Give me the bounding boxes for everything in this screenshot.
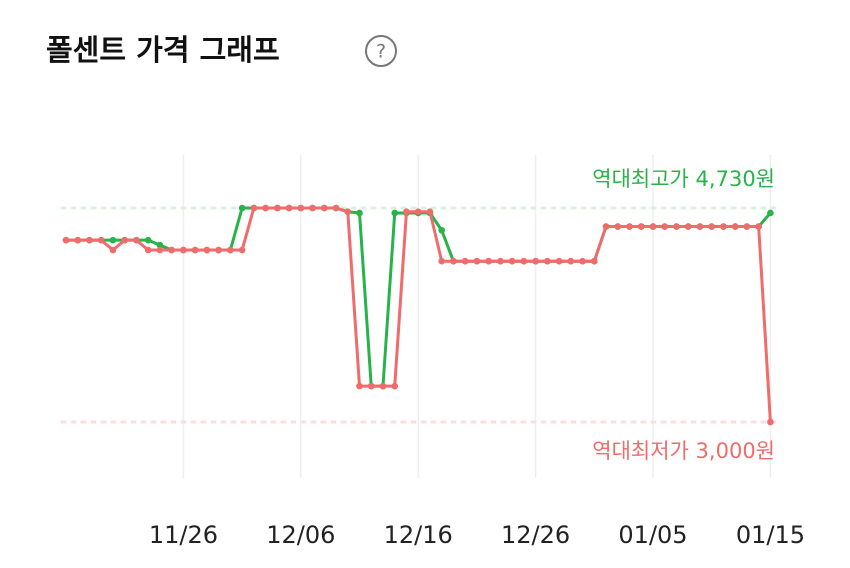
- price-dot: [297, 204, 305, 212]
- price-dot: [708, 223, 715, 230]
- price-dot: [168, 246, 175, 254]
- price-dot: [626, 223, 633, 230]
- price-dot: [74, 236, 82, 244]
- price-dot: [591, 257, 598, 265]
- x-tick-label: 12/16: [384, 521, 453, 549]
- price-dot: [86, 236, 93, 244]
- price-dot: [755, 223, 762, 230]
- price-dot: [544, 257, 551, 265]
- price-dot: [344, 208, 352, 216]
- x-tick-label: 01/05: [618, 521, 687, 549]
- min-price-label: 역대최저가 3,000원: [592, 439, 775, 463]
- price-dot: [508, 257, 516, 265]
- price-dot: [696, 223, 704, 230]
- price-dot: [379, 382, 387, 390]
- price-dot: [614, 223, 622, 230]
- price-dot: [109, 236, 117, 244]
- price-dot: [485, 257, 492, 265]
- price-dot: [274, 204, 281, 212]
- price-dot: [414, 208, 422, 216]
- price-dot: [156, 241, 164, 249]
- price-dot: [731, 223, 739, 230]
- price-dot: [649, 223, 657, 230]
- price-dot: [767, 209, 774, 217]
- price-dot: [391, 209, 399, 217]
- price-dot: [450, 257, 457, 265]
- price-dot: [227, 246, 234, 254]
- price-dot: [191, 246, 199, 254]
- price-dot: [356, 382, 363, 390]
- price-dot: [215, 246, 222, 254]
- price-dot: [238, 204, 246, 212]
- x-tick-label: 11/26: [149, 521, 218, 549]
- price-dot: [180, 246, 187, 254]
- price-dot: [426, 208, 434, 216]
- help-icon[interactable]: [365, 35, 397, 67]
- price-dot: [356, 209, 363, 217]
- price-dot: [250, 204, 258, 212]
- price-dot: [684, 223, 692, 230]
- max-price-label: 역대최고가 4,730원: [592, 167, 775, 191]
- price-dot: [320, 204, 328, 212]
- price-dot: [62, 236, 70, 244]
- price-dot: [579, 257, 586, 265]
- x-tick-label: 12/06: [266, 521, 335, 549]
- price-dot: [720, 223, 727, 230]
- price-dot: [637, 223, 645, 230]
- price-dot: [97, 236, 105, 244]
- price-dot: [144, 246, 152, 254]
- price-dot: [133, 236, 140, 244]
- price-dot: [109, 246, 117, 254]
- price-dot: [156, 246, 164, 254]
- price-dot: [555, 257, 563, 265]
- price-dot: [262, 204, 269, 212]
- price-dot: [461, 257, 469, 265]
- price-dot: [121, 236, 128, 244]
- x-tick-label: 01/15: [736, 521, 805, 549]
- price-dot: [438, 226, 445, 234]
- price-dot: [673, 223, 680, 230]
- price-dot: [203, 246, 211, 254]
- price-dot: [473, 257, 481, 265]
- price-dot: [767, 418, 774, 426]
- price-dot: [567, 257, 575, 265]
- price-dot: [661, 223, 669, 230]
- chart-title: 폴센트 가격 그래프: [46, 33, 280, 67]
- price-dot: [602, 223, 610, 230]
- price-dot: [144, 236, 152, 244]
- price-dot: [532, 257, 539, 265]
- price-dot: [367, 382, 375, 390]
- x-tick-label: 12/26: [501, 521, 570, 549]
- price-dot: [332, 204, 340, 212]
- price-dot: [238, 246, 246, 254]
- help-icon-text[interactable]: ?: [376, 41, 386, 63]
- price-dot: [520, 257, 528, 265]
- price-dot: [743, 223, 751, 230]
- price-dot: [438, 257, 445, 265]
- price-dot: [403, 208, 410, 216]
- price-dot: [497, 257, 504, 265]
- price-dot: [391, 382, 399, 390]
- price-dot: [285, 204, 293, 212]
- price-dot: [309, 204, 316, 212]
